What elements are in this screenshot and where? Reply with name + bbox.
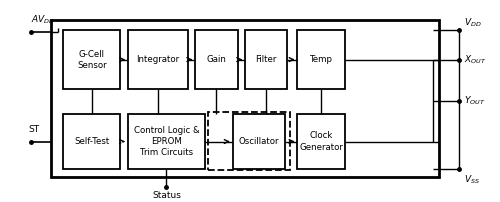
Text: Gain: Gain <box>206 55 227 64</box>
Bar <box>128 30 188 89</box>
Bar <box>245 30 288 89</box>
Text: G-Cell
Sensor: G-Cell Sensor <box>77 49 106 70</box>
Text: Integrator: Integrator <box>136 55 180 64</box>
Bar <box>298 114 344 169</box>
Bar <box>63 114 120 169</box>
Text: Control Logic &
EPROM
Trim Circuits: Control Logic & EPROM Trim Circuits <box>134 126 200 157</box>
Text: $AV_{DD}$: $AV_{DD}$ <box>30 14 55 26</box>
Bar <box>232 114 285 169</box>
Text: Self-Test: Self-Test <box>74 137 110 146</box>
Text: $V_{SS}$: $V_{SS}$ <box>464 174 480 186</box>
Text: Temp: Temp <box>310 55 332 64</box>
Text: $Y_{OUT}$: $Y_{OUT}$ <box>464 94 486 107</box>
Text: Clock
Generator: Clock Generator <box>299 132 343 152</box>
Text: Filter: Filter <box>256 55 277 64</box>
Bar <box>63 30 120 89</box>
Text: Oscillator: Oscillator <box>238 137 279 146</box>
Bar <box>50 20 440 177</box>
Text: $X_{OUT}$: $X_{OUT}$ <box>464 53 487 66</box>
Bar <box>208 112 290 170</box>
Bar <box>298 30 344 89</box>
Bar <box>128 114 205 169</box>
Text: Status: Status <box>152 191 181 200</box>
Text: ST: ST <box>28 125 39 134</box>
Bar <box>195 30 238 89</box>
Text: $V_{DD}$: $V_{DD}$ <box>464 17 482 29</box>
